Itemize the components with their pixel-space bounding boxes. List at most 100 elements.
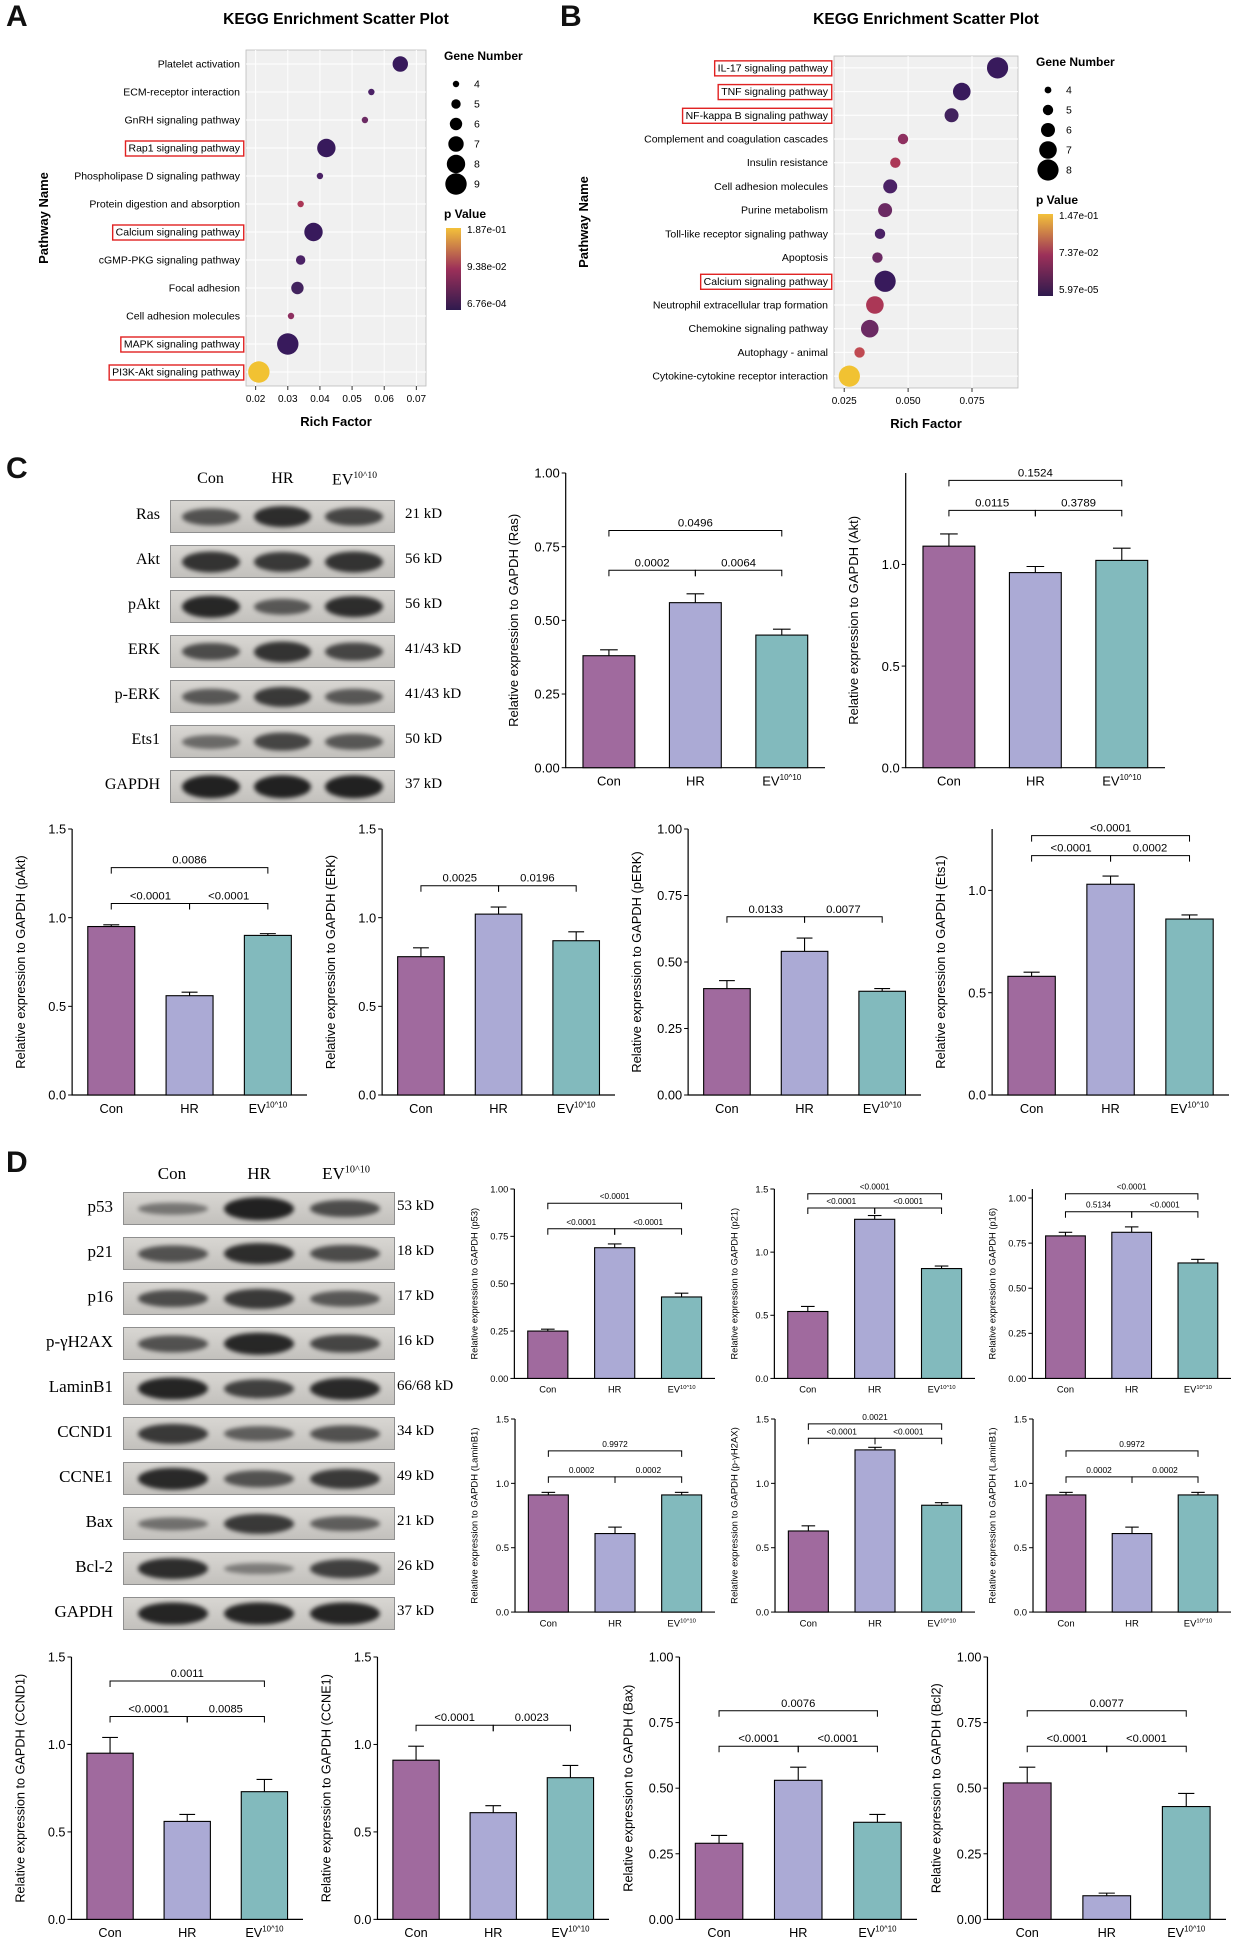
x-category-label: HR (1125, 1619, 1139, 1630)
data-point (368, 88, 375, 96)
p-value-label: 0.9972 (602, 1439, 628, 1449)
data-point (883, 179, 898, 194)
pvalue-legend-label: 1.87e-01 (467, 225, 507, 236)
data-point (248, 361, 270, 383)
pathway-label: Insulin resistance (747, 157, 828, 169)
y-tick-label: 1.00 (534, 466, 559, 481)
pathway-label: Platelet activation (158, 59, 240, 71)
bar-hr (474, 913, 523, 1096)
p-value-label: <0.0001 (128, 1703, 169, 1715)
significance-bracket (420, 885, 500, 892)
protein-band (223, 1469, 295, 1488)
x-axis-title: Rich Factor (300, 414, 372, 429)
protein-band (182, 688, 241, 705)
protein-band (310, 1602, 381, 1625)
bar-svg-ccnd1: 0.0 0.5 1.0 1.5 Relative expression to GAPDH… (14, 1651, 303, 1940)
molecular-weight-label: 56 kD (405, 596, 443, 613)
x-category-label: EV10^10 (863, 1100, 902, 1115)
size-legend-dot (449, 117, 463, 131)
protein-band (310, 1515, 381, 1532)
blot-strip-laminb1 (123, 1372, 395, 1405)
data-point (872, 252, 883, 263)
protein-band (223, 1602, 295, 1625)
protein-band (182, 550, 241, 573)
significance-bracket (1065, 1476, 1133, 1483)
x-tick-label: 0.03 (278, 394, 298, 405)
highlight-box (717, 83, 833, 101)
y-tick-label: 0.5 (496, 1543, 509, 1554)
y-tick-label: 0.25 (657, 1021, 682, 1036)
data-point (304, 222, 323, 242)
x-category-label: EV10^10 (245, 1925, 284, 1940)
protein-band (310, 1424, 381, 1443)
highlight-box (699, 273, 833, 290)
lane-header-superscript: 10^10 (353, 470, 378, 481)
p-value-label: 0.1524 (1018, 467, 1054, 479)
y-axis-title: Relative expression to GAPDH (CCNE1) (320, 1674, 334, 1902)
y-tick-label: 1.0 (496, 1479, 509, 1490)
bar-ev (660, 1296, 703, 1379)
size-legend-value: 4 (474, 79, 480, 91)
bar-hr (668, 602, 722, 769)
p-value-label: 0.0002 (635, 557, 670, 569)
protein-label: GAPDH (54, 1601, 113, 1621)
significance-bracket (1031, 835, 1191, 842)
x-category-label: HR (868, 1385, 882, 1395)
pathway-label: GnRH signaling pathway (124, 115, 240, 127)
size-legend-value: 7 (474, 139, 480, 151)
pathway-label: IL-17 signaling pathway (718, 62, 829, 74)
bar-ev (1165, 918, 1214, 1096)
bar-svg-ras: 0.00 0.25 0.50 0.75 1.00 Relative expression … (506, 466, 825, 789)
pvalue-legend-label: 6.76e-04 (467, 299, 507, 310)
y-tick-label: 0.75 (657, 888, 682, 903)
p-value-label: 0.0002 (636, 1465, 662, 1475)
protein-band (310, 1558, 381, 1579)
molecular-weight-label: 17 kD (397, 1288, 435, 1305)
y-tick-label: 1.0 (756, 1479, 769, 1490)
highlight-box (681, 107, 833, 124)
x-category-label: Con (799, 1385, 816, 1395)
x-category-label: HR (1125, 1385, 1139, 1395)
data-point (838, 365, 860, 387)
protein-band (324, 507, 383, 526)
y-tick-label: 0.0 (755, 1374, 768, 1384)
axes (381, 829, 615, 1096)
significance-bracket (1034, 509, 1123, 517)
bar-hr (780, 950, 829, 1096)
data-point (361, 116, 369, 124)
y-tick-label: 1.0 (1014, 1479, 1027, 1490)
y-axis-title: Relative expression to GAPDH (ERK) (323, 855, 338, 1069)
pathway-label: Calcium signaling pathway (704, 276, 829, 288)
y-tick-label: 0.50 (490, 1279, 508, 1289)
bar-con (922, 545, 976, 769)
significance-bracket (547, 1228, 616, 1235)
significance-bracket (718, 1745, 799, 1753)
protein-band (223, 1425, 295, 1442)
bar-chart-ras: 0.00 0.25 0.50 0.75 1.00 Relative expression … (505, 466, 830, 801)
lane-header-con: Con (157, 1164, 187, 1183)
protein-band (253, 598, 312, 615)
size-legend-title: Gene Number (444, 49, 523, 63)
protein-band (253, 551, 312, 572)
bar-svg-akt: 0.0 0.5 1.0 Relative expression to GAPDH (A… (846, 467, 1165, 789)
x-category-label: EV10^10 (557, 1100, 596, 1115)
p-value-label: <0.0001 (633, 1218, 663, 1227)
protein-band (310, 1244, 381, 1263)
x-category-label: HR (178, 1926, 196, 1940)
significance-bracket (1031, 855, 1112, 862)
bar-ev (240, 1791, 289, 1920)
x-tick-label: 0.07 (407, 394, 427, 405)
y-tick-label: 1.5 (756, 1414, 769, 1425)
y-tick-label: 0.75 (1008, 1238, 1026, 1248)
protein-band (137, 1377, 208, 1400)
y-tick-label: 0.0 (882, 760, 900, 775)
x-category-label: EV10^10 (249, 1100, 288, 1115)
x-tick-label: 0.02 (246, 394, 266, 405)
bar-ev (546, 1777, 595, 1920)
x-tick-label: 0.06 (374, 394, 394, 405)
bar-hr (469, 1812, 517, 1920)
size-legend-dot (446, 154, 466, 174)
y-tick-label: 1.0 (882, 557, 900, 572)
x-category-label: EV10^10 (1184, 1619, 1213, 1630)
